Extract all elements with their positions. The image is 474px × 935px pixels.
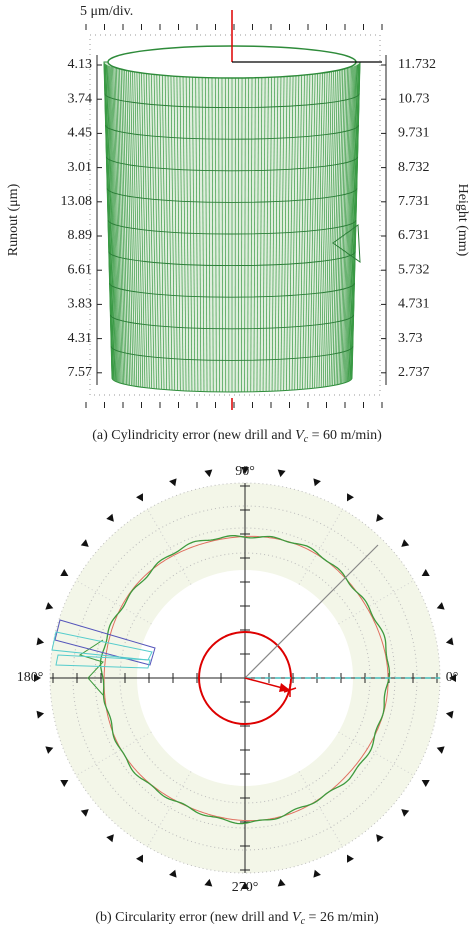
angle-label: 0° <box>446 670 459 685</box>
angle-label: 270° <box>232 880 259 895</box>
marker-triangle <box>401 539 410 547</box>
grid-spoke <box>338 731 415 776</box>
grid-spoke <box>298 508 343 585</box>
marker-triangle <box>376 834 384 843</box>
marker-triangle <box>60 780 69 787</box>
left-label: 3.01 <box>68 160 93 175</box>
marker-triangle <box>106 513 114 522</box>
left-label: 13.08 <box>61 194 93 209</box>
marker-triangle <box>106 834 114 843</box>
left-label: 8.89 <box>68 228 93 243</box>
right-label: 2.737 <box>398 365 430 380</box>
marker-triangle <box>313 869 321 878</box>
caption-b: (b) Circularity error (new drill and Vc … <box>95 910 379 927</box>
angle-label: 90° <box>235 464 255 479</box>
grid-spoke <box>147 508 192 585</box>
grid-spoke <box>75 580 152 625</box>
marker-triangle <box>169 869 177 878</box>
marker-triangle <box>436 746 445 754</box>
right-label: 10.73 <box>398 91 430 106</box>
marker-triangle <box>80 809 89 817</box>
right-label: 5.732 <box>398 262 430 277</box>
marker-triangle <box>241 882 249 889</box>
mesh-ring <box>105 156 359 172</box>
left-label: 7.57 <box>68 365 93 380</box>
marker-triangle <box>347 854 354 863</box>
left-label: 3.74 <box>68 91 93 106</box>
mesh-ring <box>109 283 355 298</box>
left-axis-title: Runout (μm) <box>6 183 21 256</box>
marker-triangle <box>45 602 54 610</box>
marker-triangle <box>421 569 430 576</box>
marker-triangle <box>136 854 143 863</box>
right-axis-title: Height (mm) <box>455 184 470 257</box>
scale-label: 5 μm/div. <box>80 4 133 19</box>
mesh-ring <box>105 125 359 140</box>
marker-triangle <box>36 710 45 719</box>
grid-spoke <box>75 731 152 776</box>
marker-triangle <box>80 539 89 547</box>
right-label: 4.731 <box>398 297 430 312</box>
marker-triangle <box>169 478 177 487</box>
frame <box>89 34 381 396</box>
marker-triangle <box>449 674 456 682</box>
marker-triangle <box>136 493 143 502</box>
marker-triangle <box>45 746 54 754</box>
marker-triangle <box>347 493 354 502</box>
marker-triangle <box>277 878 286 887</box>
grid-spoke <box>298 771 343 848</box>
marker-triangle <box>241 467 249 474</box>
left-label: 3.83 <box>68 297 93 312</box>
marker-triangle <box>204 469 213 478</box>
radius-line <box>244 544 379 679</box>
mesh-ring <box>108 251 356 267</box>
mesh-ring <box>110 346 354 361</box>
marker-triangle <box>445 710 454 719</box>
left-label: 6.61 <box>68 262 93 277</box>
right-label: 9.731 <box>398 126 430 141</box>
mesh-ring <box>109 314 355 330</box>
star <box>283 684 297 697</box>
right-label: 7.731 <box>398 194 430 209</box>
marker-triangle <box>36 637 45 646</box>
marker-triangle <box>204 878 213 887</box>
band-box <box>55 654 151 669</box>
marker-triangle <box>313 478 321 487</box>
profile <box>99 535 391 825</box>
band-box <box>54 619 156 666</box>
mesh-ring <box>107 219 357 235</box>
left-label: 4.13 <box>68 57 93 72</box>
marker-triangle <box>277 469 286 478</box>
marker-triangle <box>445 637 454 646</box>
mesh-ring <box>104 93 360 109</box>
right-label: 6.731 <box>398 228 430 243</box>
left-label: 4.45 <box>68 126 93 141</box>
grid-spoke <box>338 580 415 625</box>
right-label: 11.732 <box>398 57 436 72</box>
marker-triangle <box>34 674 41 682</box>
marker-triangle <box>376 513 384 522</box>
cylinder-plot: 4.13 3.74 4.45 3.01 13.08 8.89 6.61 3.83 4.31 7.5… <box>61 10 436 410</box>
mesh-ring <box>106 188 358 203</box>
caption-a: (a) Cylindricity error (new drill and Vc… <box>92 428 382 445</box>
grid-spoke <box>147 771 192 848</box>
marker-triangle <box>60 569 69 576</box>
defect <box>332 224 361 264</box>
angle-label: 180° <box>17 670 44 685</box>
left-label: 4.31 <box>68 331 93 346</box>
polar-plot <box>34 467 456 889</box>
right-label: 8.732 <box>398 160 430 175</box>
arrow-head <box>279 683 290 692</box>
marker-triangle <box>421 780 430 787</box>
marker-triangle <box>436 602 445 610</box>
marker-triangle <box>401 809 410 817</box>
right-label: 3.73 <box>398 331 423 346</box>
spike <box>78 639 104 696</box>
